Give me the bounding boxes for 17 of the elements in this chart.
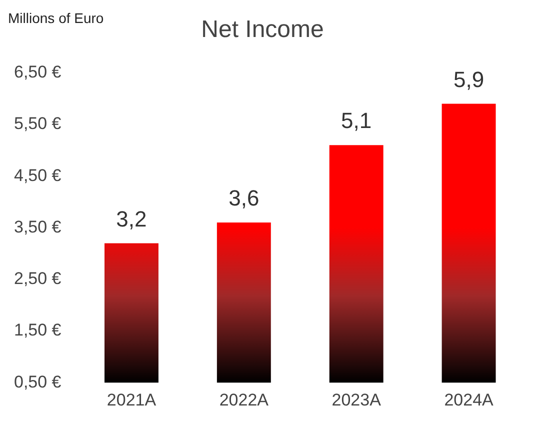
data-label: 3,6 [228, 186, 260, 211]
y-tick-label: 1,50 € [14, 320, 62, 340]
y-tick-label: 3,50 € [14, 217, 62, 236]
data-label: 5,9 [453, 66, 484, 92]
y-tick-label: 0,50 € [14, 372, 62, 392]
y-tick-label: 5,50 € [14, 114, 62, 134]
data-label: 3,2 [116, 206, 147, 232]
chart-title: Net Income [201, 16, 324, 44]
x-tick-label: 2021A [106, 390, 157, 410]
x-tick-label: 2023A [332, 390, 382, 410]
x-tick-label: 2022A [219, 390, 270, 410]
x-tick-label: 2024A [444, 390, 494, 410]
y-tick-label: 2,50 € [14, 269, 62, 288]
y-tick-label: 4,50 € [14, 166, 62, 185]
y-tick-label: 6,50 € [14, 62, 62, 82]
y-axis-title: Millions of Euro [8, 10, 104, 26]
data-label: 5,1 [341, 108, 372, 134]
